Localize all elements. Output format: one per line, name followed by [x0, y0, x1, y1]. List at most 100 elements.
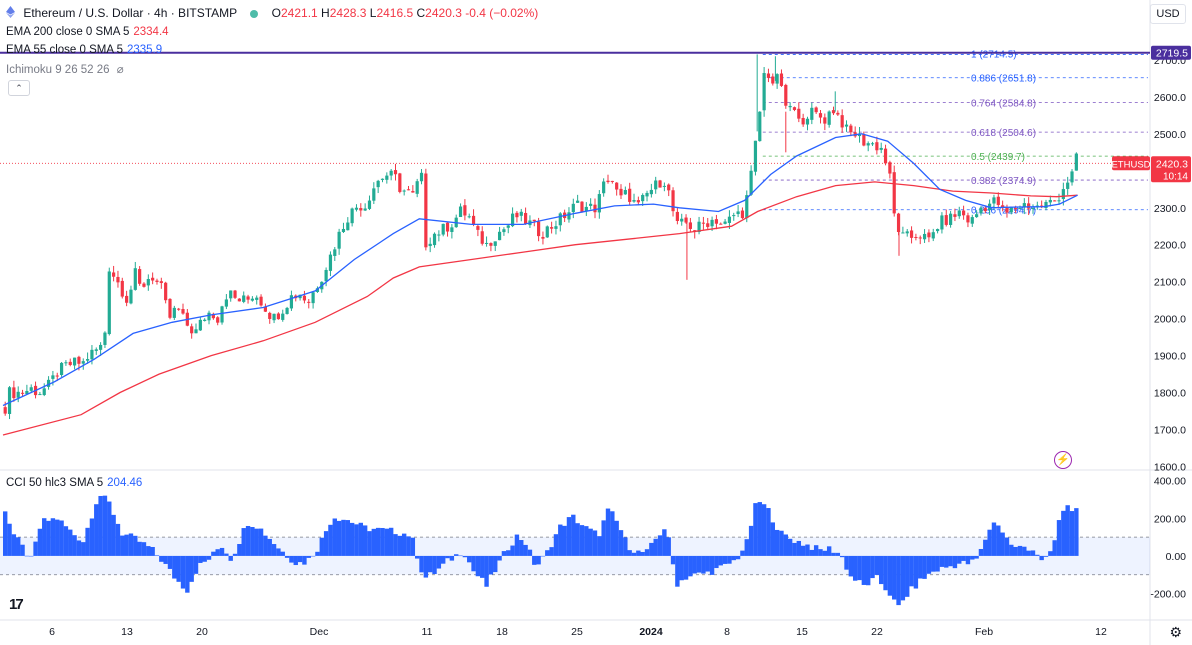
candle-body — [576, 200, 580, 203]
cci-bar — [85, 527, 90, 556]
cci-bar — [792, 542, 797, 556]
candle-body — [615, 182, 619, 190]
tradingview-logo: 17 — [9, 596, 24, 613]
candle-body — [740, 210, 745, 219]
cci-bar — [857, 555, 862, 581]
settings-gear-icon[interactable]: ⚙ — [1169, 624, 1182, 640]
candle-body — [311, 292, 315, 304]
cci-bar — [263, 535, 268, 556]
candle-body — [419, 172, 424, 182]
candle-body — [632, 200, 636, 202]
candle-body — [814, 107, 818, 113]
collapse-legend-button[interactable]: ⌃ — [8, 80, 30, 96]
cci-bar — [692, 555, 697, 574]
candle-body — [775, 74, 779, 84]
cci-bar — [718, 555, 723, 566]
cci-bar — [271, 544, 277, 556]
cci-bar — [81, 542, 86, 556]
cci-bar — [913, 555, 919, 589]
cci-bar — [410, 537, 416, 556]
ichimoku-legend[interactable]: Ichimoku 9 26 52 26 ⌀ — [6, 64, 124, 76]
candle-body — [645, 192, 649, 197]
cci-bar — [11, 534, 17, 556]
cci-tick-label: 200.00 — [1154, 513, 1186, 525]
candle-body — [619, 188, 623, 196]
cci-bar — [779, 530, 784, 556]
cci-bar — [675, 555, 680, 587]
cci-bar — [59, 520, 64, 556]
cci-bar — [141, 542, 147, 556]
cci-bar — [306, 555, 311, 558]
cci-bar — [501, 551, 507, 556]
candle-body — [116, 276, 120, 283]
candle-body — [597, 194, 601, 213]
candle-body — [879, 147, 883, 150]
cci-bar — [640, 551, 645, 556]
currency-selector[interactable]: USD — [1150, 4, 1186, 24]
cci-bar — [558, 524, 563, 556]
candle-body — [337, 231, 341, 249]
candle-body — [242, 295, 246, 302]
cci-bar — [696, 555, 702, 573]
cci-bar — [133, 535, 138, 556]
cci-bar — [952, 555, 958, 569]
candle-body — [584, 206, 588, 212]
cci-bar — [341, 519, 346, 556]
cci-legend[interactable]: CCI 50 hlc3 SMA 5 204.46 — [6, 477, 143, 489]
cci-bar — [488, 555, 494, 575]
cci-bar — [666, 537, 671, 556]
cci-bar — [935, 555, 940, 572]
cci-bar — [24, 555, 30, 557]
candle-body — [675, 211, 679, 222]
cci-bar — [215, 549, 220, 556]
cci-bar — [384, 528, 390, 556]
cci-bar — [805, 544, 810, 556]
candle-body — [688, 222, 692, 229]
candle-body — [155, 280, 159, 282]
cci-bar — [545, 550, 550, 556]
cci-bar — [761, 504, 767, 556]
ethereum-icon — [6, 6, 15, 18]
cci-bar — [610, 511, 615, 556]
candle-body — [623, 190, 627, 195]
cci-bar — [89, 518, 95, 556]
candle-body — [432, 233, 437, 246]
candle-body — [77, 356, 81, 364]
candle-body — [224, 299, 228, 307]
cci-bar — [3, 511, 8, 556]
candle-body — [125, 295, 129, 303]
symbol-title[interactable]: Ethereum / U.S. Dollar · 4h · BITSTAMP — [23, 6, 237, 20]
candle-body — [359, 208, 363, 211]
time-tick-label: Dec — [310, 626, 329, 638]
cci-bar — [280, 551, 285, 556]
hidden-eye-icon[interactable]: ⌀ — [116, 64, 124, 76]
cci-bar — [974, 555, 979, 559]
candle-body — [255, 297, 259, 300]
cci-bar — [493, 555, 498, 573]
candle-body — [927, 232, 931, 238]
candle-body — [589, 203, 593, 206]
cci-bar — [319, 537, 324, 556]
cci-bar — [662, 529, 667, 556]
cci-bar — [748, 525, 754, 556]
cci-bar — [388, 527, 394, 556]
cci-bar — [740, 550, 745, 556]
flash-alert-icon[interactable]: ⚡ — [1054, 451, 1072, 469]
candle-body — [810, 107, 814, 120]
candle-body — [641, 194, 645, 202]
ema200-legend[interactable]: EMA 200 close 0 SMA 5 2334.4 — [6, 26, 169, 38]
cci-bar — [245, 525, 251, 556]
cci-bar — [532, 555, 537, 565]
cci-bar — [865, 555, 871, 586]
cci-bar — [957, 555, 962, 564]
candle-body — [866, 143, 870, 146]
candle-body — [42, 388, 46, 396]
cci-bar — [774, 529, 780, 556]
candle-body — [537, 221, 541, 237]
ema55-legend[interactable]: EMA 55 close 0 SMA 5 2335.9 — [6, 44, 163, 56]
cci-bar — [224, 553, 229, 556]
candle-body — [90, 349, 94, 360]
candle-body — [524, 212, 528, 224]
candle-body — [654, 180, 658, 190]
